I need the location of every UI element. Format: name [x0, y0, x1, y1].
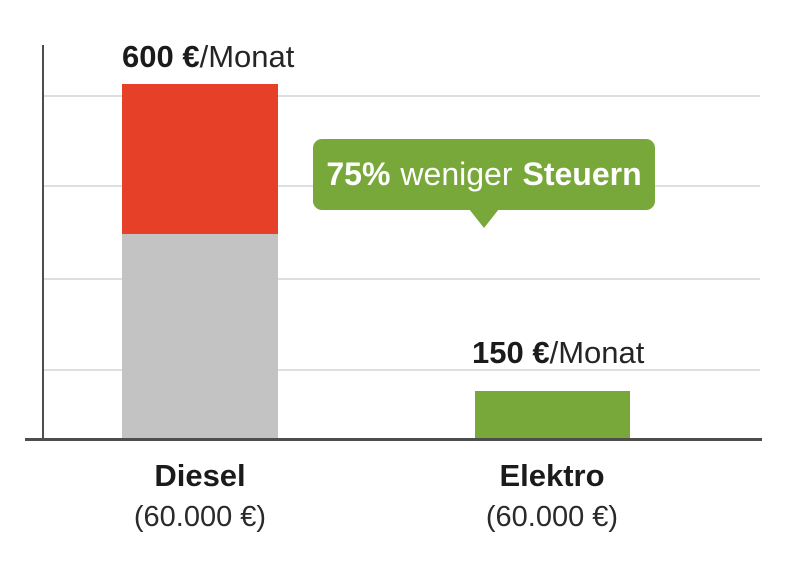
- diesel-category-label: Diesel (60.000 €): [122, 456, 278, 539]
- elektro-value-unit: /Monat: [549, 335, 645, 370]
- elektro-price: (60.000 €): [485, 501, 619, 533]
- diesel-price: (60.000 €): [133, 501, 267, 533]
- x-axis-line: [25, 438, 762, 441]
- gridline: [42, 278, 760, 280]
- gridline: [42, 369, 760, 371]
- diesel-value-unit: /Monat: [199, 39, 295, 74]
- callout-bubble: 75% weniger Steuern: [313, 139, 655, 228]
- diesel-name: Diesel: [154, 458, 246, 493]
- elektro-bar: [475, 391, 630, 438]
- callout-steuern: Steuern: [522, 156, 642, 192]
- diesel-value-label: 600 €/Monat: [122, 40, 294, 74]
- callout-percent: 75%: [326, 156, 391, 192]
- diesel-bar-tax-segment: [122, 84, 278, 234]
- callout-tail-pointer: [469, 209, 499, 228]
- gridline: [42, 95, 760, 97]
- callout-weniger: weniger: [400, 156, 513, 192]
- elektro-category-label: Elektro (60.000 €): [468, 456, 636, 539]
- elektro-name: Elektro: [499, 458, 605, 493]
- diesel-bar-base-segment: [122, 234, 278, 438]
- elektro-value-label: 150 €/Monat: [472, 336, 644, 370]
- elektro-value-amount: 150 €: [472, 335, 550, 370]
- y-axis-line: [42, 45, 44, 439]
- diesel-value-amount: 600 €: [122, 39, 200, 74]
